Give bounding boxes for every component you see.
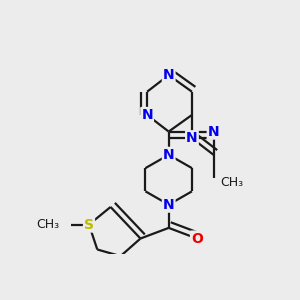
Text: N: N — [163, 148, 175, 162]
Text: N: N — [163, 68, 175, 82]
Text: N: N — [208, 124, 219, 139]
Text: CH₃: CH₃ — [220, 176, 243, 189]
Text: N: N — [163, 198, 175, 212]
Text: CH₃: CH₃ — [36, 218, 59, 231]
Text: N: N — [186, 131, 198, 145]
Text: O: O — [191, 232, 203, 245]
Text: S: S — [84, 218, 94, 232]
Text: N: N — [141, 108, 153, 122]
